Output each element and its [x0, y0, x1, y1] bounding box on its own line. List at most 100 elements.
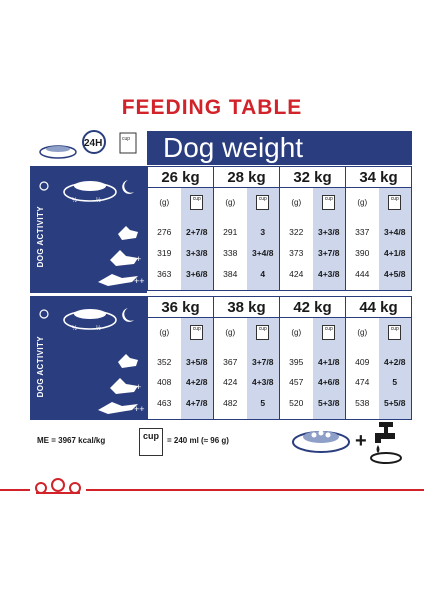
cup-icon: cup: [256, 324, 270, 340]
grams-value: 395: [289, 357, 304, 368]
cup-icon: cup: [322, 194, 336, 210]
feeding-table-1: 26 kg 28 kg 32 kg 34 kg (g) cup (g) cup (g…: [147, 166, 412, 291]
moon-icon: [122, 308, 134, 322]
grams-value: 463: [157, 397, 172, 408]
svg-text:½: ½: [96, 197, 101, 204]
cup-value: 4+1/8: [383, 247, 406, 258]
grams-value: 444: [355, 268, 370, 279]
svg-text:+: +: [136, 382, 141, 392]
weight-cell: 26 kg: [147, 166, 214, 188]
grams-value: 291: [223, 227, 238, 238]
metabolizable-energy: ME = 3967 kcal/kg: [37, 436, 106, 445]
cup-value: 4+2/8: [383, 357, 406, 368]
cup-value: 4+2/8: [185, 377, 208, 388]
cup-value: 5: [392, 377, 398, 388]
cup-equivalence: = 240 ml (≈ 96 g): [167, 436, 229, 445]
dog-high-activity-icon: [98, 402, 138, 414]
cup-icon: cup: [388, 324, 402, 340]
moon-icon: [122, 180, 134, 194]
grams-unit: (g): [357, 197, 368, 207]
cup-value: 4+3/8: [317, 268, 340, 279]
grams-value: 352: [157, 357, 172, 368]
weight-cell: 34 kg: [346, 166, 412, 188]
activity-panel-2: ½ ½ + ++: [30, 296, 147, 420]
weight-cell: 38 kg: [214, 296, 280, 318]
grams-value: 408: [157, 377, 172, 388]
dog-low-activity-icon: [118, 354, 138, 368]
sun-icon: [39, 309, 49, 319]
cup-value: 3+5/8: [185, 357, 208, 368]
grams-value: 409: [355, 357, 370, 368]
grams-unit: (g): [159, 327, 170, 337]
feeding-table-2: 36 kg 38 kg 42 kg 44 kg (g) cup (g) cup (g…: [147, 296, 412, 420]
dog-weight-header: Dog weight: [147, 131, 412, 165]
cup-value: 3+3/8: [317, 227, 340, 238]
grams-value: 482: [223, 397, 238, 408]
weight-cell: 36 kg: [147, 296, 214, 318]
grams-value: 457: [289, 377, 304, 388]
brand-divider-right: [86, 489, 424, 491]
cup-value: 3+3/8: [185, 247, 208, 258]
cup-value: 4: [260, 268, 266, 279]
grams-value: 474: [355, 377, 370, 388]
grams-value: 390: [355, 247, 370, 258]
dog-low-activity-icon: [118, 226, 138, 240]
weight-cell: 32 kg: [280, 166, 346, 188]
brand-divider-left: [0, 489, 30, 491]
grams-value: 373: [289, 247, 304, 258]
grams-value: 520: [289, 397, 304, 408]
water-tap-icon: [369, 420, 403, 466]
grams-value: 367: [223, 357, 238, 368]
grams-value: 538: [355, 397, 370, 408]
svg-text:½: ½: [72, 325, 77, 332]
grams-value: 424: [289, 268, 304, 279]
svg-text:++: ++: [134, 404, 145, 414]
svg-text:+: +: [136, 254, 141, 264]
cup-icon: cup: [190, 324, 204, 340]
cup-value: 3+4/8: [383, 227, 406, 238]
grams-unit: (g): [225, 327, 236, 337]
grams-value: 363: [157, 268, 172, 279]
plus-sign: +: [355, 430, 367, 452]
dog-medium-activity-icon: [110, 378, 138, 394]
daily-bowl-illustration: 24H cup: [36, 130, 137, 164]
activity-panel-1: ½ ½ + ++: [30, 166, 147, 293]
grams-unit: (g): [159, 197, 170, 207]
svg-text:++: ++: [134, 276, 145, 286]
cup-icon: cup: [388, 194, 402, 210]
weight-cell: 44 kg: [346, 296, 412, 318]
dog-activity-label: DOG ACTIVITY: [36, 336, 45, 398]
grams-value: 338: [223, 247, 238, 258]
cup-value: 3+6/8: [185, 268, 208, 279]
cup-value: 4+7/8: [185, 397, 208, 408]
grams-unit: (g): [357, 327, 368, 337]
royal-canin-crown-logo: [33, 476, 83, 496]
grams-value: 384: [223, 268, 238, 279]
food-bowl-icon: [290, 424, 352, 454]
cup-value: 4+3/8: [251, 377, 274, 388]
cup-value: 3+7/8: [251, 357, 274, 368]
grams-unit: (g): [225, 197, 236, 207]
cup-value: 5+3/8: [317, 397, 340, 408]
grams-value: 322: [289, 227, 304, 238]
cup-value: 3+4/8: [251, 247, 274, 258]
cup-value: 5: [260, 397, 266, 408]
sun-icon: [39, 181, 49, 191]
dog-activity-label: DOG ACTIVITY: [36, 206, 45, 268]
grams-value: 337: [355, 227, 370, 238]
grams-unit: (g): [291, 327, 302, 337]
cup-icon: cup: [256, 194, 270, 210]
grams-value: 424: [223, 377, 238, 388]
cup-value: 3: [260, 227, 266, 238]
cup-icon: cup: [322, 324, 336, 340]
cup-value: 2+7/8: [185, 227, 208, 238]
grams-unit: (g): [291, 197, 302, 207]
grams-value: 319: [157, 247, 172, 258]
duration-label: 24H: [84, 138, 102, 149]
cup-value: 4+1/8: [317, 357, 340, 368]
page-title: FEEDING TABLE: [121, 96, 303, 119]
weight-cell: 28 kg: [214, 166, 280, 188]
cup-icon: cup: [190, 194, 204, 210]
dog-medium-activity-icon: [110, 250, 138, 266]
svg-text:½: ½: [72, 197, 77, 204]
